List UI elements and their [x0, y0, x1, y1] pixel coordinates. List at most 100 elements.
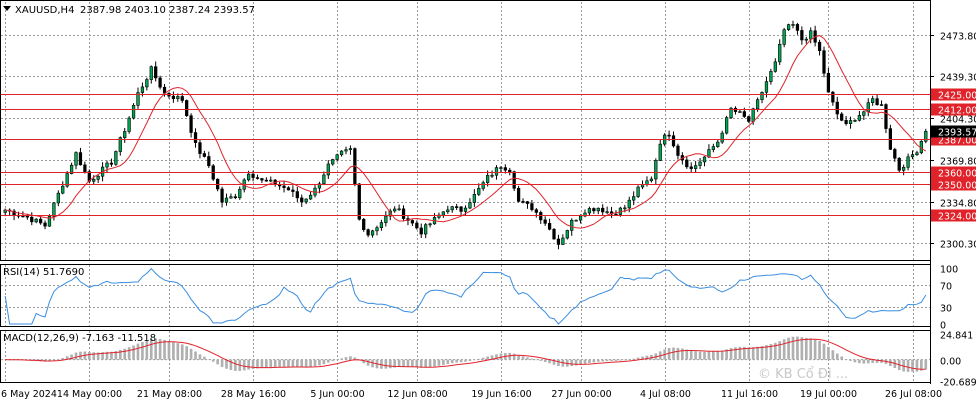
macd-histogram-bar [56, 359, 60, 360]
candle-down [508, 169, 512, 173]
macd-histogram-bar [269, 359, 273, 368]
candle-up [716, 141, 720, 147]
macd-histogram-bar [889, 359, 892, 366]
candle-up [463, 207, 468, 212]
candle-up [424, 224, 428, 235]
candle-up [322, 174, 326, 185]
candle-down [162, 86, 167, 94]
macd-histogram-bar [455, 359, 458, 363]
macd-histogram-bar [835, 353, 839, 360]
candle-up [118, 137, 122, 152]
macd-histogram-bar [614, 359, 618, 361]
rsi-label: RSI(14) 51.7690 [3, 267, 84, 278]
candle-down [539, 212, 543, 221]
candle-up [56, 192, 60, 204]
candle-up [344, 149, 348, 152]
macd-histogram-bar [167, 340, 171, 360]
candle-up [879, 104, 884, 106]
candle-up [804, 38, 808, 41]
candle-down [38, 218, 43, 224]
x-tick-label: 19 Jun 16:00 [471, 389, 531, 400]
candle-down [286, 187, 291, 191]
candle-down [78, 152, 83, 166]
macd-histogram-bar [318, 359, 321, 366]
candle-down [685, 159, 689, 168]
macd-histogram-bar [782, 339, 786, 360]
macd-signal-line [5, 338, 926, 370]
candle-down [260, 178, 264, 181]
watermark: © KB Cổ Đi ... [758, 367, 848, 382]
axis-layer: 6 May 2024 14 May 00:00 21 May 08:00 28 May… [1, 32, 976, 401]
macd-histogram-bar [725, 349, 728, 360]
rsi-layer [4, 267, 927, 325]
candle-up [720, 132, 724, 143]
candle-up [486, 175, 490, 183]
rsi-tick-label: 70 [940, 282, 952, 293]
candle-up [224, 197, 229, 203]
macd-histogram-bar [632, 358, 636, 360]
candle-up [397, 208, 401, 211]
candle-up [47, 216, 52, 227]
candle-up [848, 120, 853, 125]
candle-up [145, 79, 149, 88]
candle-down [459, 206, 463, 212]
x-tick-label: 11 Jul 16:00 [721, 389, 778, 400]
candle-down [83, 164, 87, 172]
macd-histogram-bar [694, 351, 697, 360]
macd-histogram-bar [729, 347, 733, 360]
macd-histogram-bar [804, 337, 808, 360]
candle-down [300, 197, 304, 203]
candle-down [171, 95, 176, 99]
candle-up [574, 219, 578, 222]
macd-histogram-bar [712, 351, 715, 360]
macd-histogram-bar [858, 359, 861, 364]
macd-histogram-bar [623, 359, 627, 361]
candle-down [547, 223, 552, 230]
symbol-dropdown-icon[interactable] [3, 6, 11, 11]
macd-histogram-bar [92, 352, 96, 360]
candle-up [69, 164, 74, 174]
candle-down [419, 227, 423, 235]
macd-histogram-bar [362, 359, 366, 364]
macd-histogram-bar [534, 359, 538, 361]
macd-histogram-bar [512, 353, 516, 360]
candle-down [251, 173, 255, 178]
level-tag [931, 103, 976, 116]
macd-histogram-bar [853, 359, 857, 363]
macd-histogram-bar [114, 351, 118, 360]
candle-up [698, 161, 702, 166]
level-tag-label: 2412.00 [938, 106, 976, 117]
candle-down [667, 134, 671, 137]
candle-down [255, 177, 260, 179]
rsi-line [4, 267, 927, 325]
candle-up [596, 207, 600, 212]
y-tick-label: 2439.30 [940, 73, 976, 84]
x-tick-label: 19 Jul 00:00 [800, 389, 857, 400]
x-tick-label: 26 Jul 08:00 [885, 389, 942, 400]
candle-up [791, 24, 795, 26]
macd-histogram-bar [101, 352, 104, 360]
macd-histogram-bar [295, 359, 299, 367]
macd-histogram-bar [118, 349, 122, 360]
candle-down [207, 156, 211, 167]
candle-down [742, 111, 746, 117]
rsi-panel-frame [0, 264, 931, 327]
candle-down [525, 201, 530, 204]
candle-up [658, 143, 662, 161]
candle-up [910, 154, 915, 158]
candle-up [809, 30, 813, 40]
candle-up [583, 212, 587, 217]
level-tag [931, 166, 976, 179]
macd-histogram-bar [911, 359, 914, 372]
candle-up [428, 223, 432, 226]
candle-up [123, 131, 127, 138]
level-tag-label: 2360.00 [938, 169, 976, 180]
macd-histogram-bar [645, 355, 649, 360]
macd-histogram-bar [198, 354, 202, 360]
macd-histogram-bar [813, 339, 817, 360]
candle-up [862, 111, 866, 116]
candle-down [671, 135, 676, 147]
candle-down [676, 145, 680, 156]
macd-histogram-bar [605, 359, 609, 362]
macd-histogram-bar [322, 359, 326, 365]
